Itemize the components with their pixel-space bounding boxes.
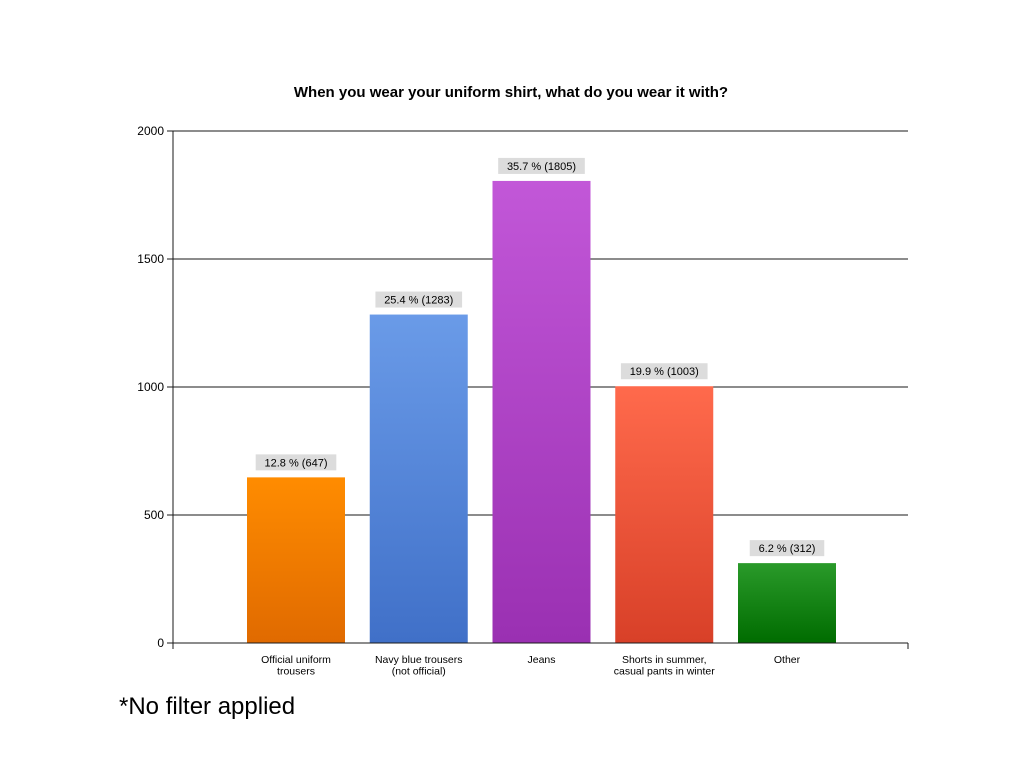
data-label-box: [749, 540, 825, 557]
bar: [615, 386, 714, 643]
y-tick-label: 1500: [137, 252, 164, 266]
bar: [369, 314, 468, 643]
category-label: Navy blue trousers: [375, 654, 463, 666]
category-label: Jeans: [527, 654, 555, 666]
bar: [492, 180, 591, 644]
y-tick-label: 1000: [137, 380, 164, 394]
bar: [738, 563, 836, 643]
bar-chart: When you wear your uniform shirt, what d…: [137, 84, 909, 678]
data-label-box: [255, 454, 337, 471]
category-label: Official uniform: [261, 654, 331, 666]
data-label: 12.8 % (647): [265, 457, 328, 469]
data-label: 35.7 % (1805): [507, 161, 576, 173]
data-label: 19.9 % (1003): [630, 366, 699, 378]
chart-title: When you wear your uniform shirt, what d…: [294, 84, 728, 101]
category-label: (not official): [392, 666, 446, 678]
data-label: 6.2 % (312): [759, 543, 816, 555]
bar: [247, 477, 345, 643]
category-label: Other: [774, 654, 801, 666]
footnote: *No filter applied: [119, 693, 296, 720]
data-label-box: [375, 291, 463, 308]
data-label: 25.4 % (1283): [384, 295, 453, 307]
data-label-box: [620, 363, 708, 380]
category-label: casual pants in winter: [614, 666, 715, 678]
category-label: Shorts in summer,: [622, 654, 707, 666]
category-label: trousers: [277, 666, 315, 678]
data-label-box: [498, 157, 585, 174]
y-tick-label: 2000: [137, 124, 164, 138]
y-tick-label: 500: [144, 508, 164, 522]
y-tick-label: 0: [157, 636, 164, 650]
